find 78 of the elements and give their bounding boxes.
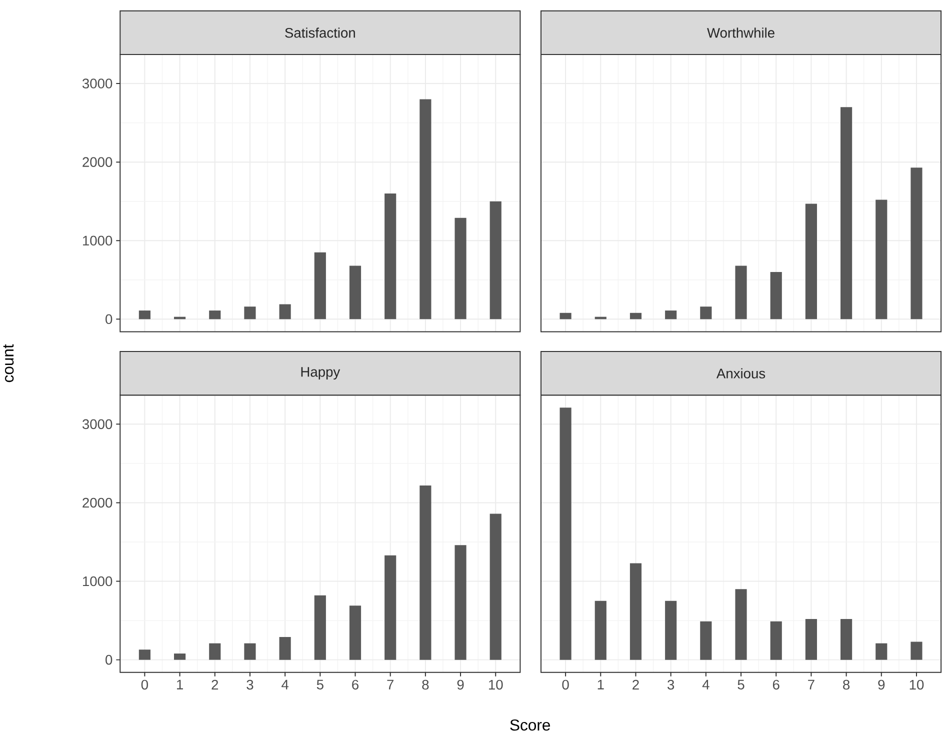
y-tick-label: 2000 [82,498,112,508]
x-axis-title: Score [510,720,550,731]
bar [735,266,747,320]
x-tick-label: 3 [246,680,254,690]
bar [209,310,221,320]
y-tick-label: 1000 [83,576,112,586]
bar [490,514,502,660]
x-tick-label: 0 [141,680,148,690]
bar [279,637,291,660]
x-tick-label: 8 [422,680,429,690]
bar [454,218,466,320]
bar [665,601,677,660]
bar [840,107,852,320]
x-tick-label: 3 [668,680,674,690]
bar [876,200,888,320]
x-tick-label: 4 [702,680,710,690]
x-tick-label: 9 [878,680,885,690]
chart-title: Satisfaction [285,28,355,38]
bar [876,644,888,660]
y-tick-label: 3000 [82,78,112,89]
y-tick-label: 2000 [82,157,112,168]
bar [314,252,326,320]
bar [700,306,712,320]
bar [560,313,572,320]
bar [805,619,817,660]
bar [770,272,782,320]
bar [174,654,186,660]
bar [384,194,396,320]
x-tick-label: 1 [598,680,604,690]
x-tick-label: 7 [808,680,814,690]
x-tick-label: 5 [738,680,744,690]
y-tick-label: 0 [106,314,112,324]
bar [349,606,362,660]
x-tick-label: 10 [488,680,503,690]
bar [420,99,432,320]
bar [665,310,677,320]
bar [805,204,817,320]
chart-title: Anxious [716,368,766,379]
bar [279,304,291,320]
y-tick-label: 0 [106,655,112,665]
bar [244,306,256,320]
bar [630,563,642,660]
x-tick-label: 2 [212,680,218,690]
bar [560,408,572,660]
x-tick-label: 10 [910,680,924,690]
x-tick-label: 6 [352,680,358,690]
y-tick-label: 3000 [82,419,112,430]
bar [384,556,396,660]
x-tick-label: 1 [176,680,183,690]
chart-title: Worthwhile [707,28,774,38]
x-tick-label: 2 [632,680,639,690]
x-tick-label: 8 [843,680,850,690]
bar [420,486,432,660]
bar [770,622,782,660]
bar [910,642,922,660]
x-tick-label: 5 [316,680,324,690]
bar [244,644,256,660]
bar [735,589,747,660]
bar [490,202,502,320]
x-tick-label: 9 [457,680,464,690]
x-tick-label: 0 [562,680,569,690]
x-tick-label: 6 [772,680,780,690]
bar [594,601,606,660]
bar [209,644,221,660]
bar [454,545,466,660]
bar [349,266,362,320]
bar [700,622,712,660]
bar [314,596,326,660]
x-tick-label: 4 [282,680,288,690]
chart-title: Happy [301,367,340,380]
y-axis-title: count [3,344,14,382]
y-tick-label: 1000 [83,236,112,246]
bar [630,313,642,320]
bar [138,650,150,660]
bar [910,168,922,320]
bar [138,310,150,320]
x-tick-label: 7 [387,680,394,690]
bar [840,619,852,660]
